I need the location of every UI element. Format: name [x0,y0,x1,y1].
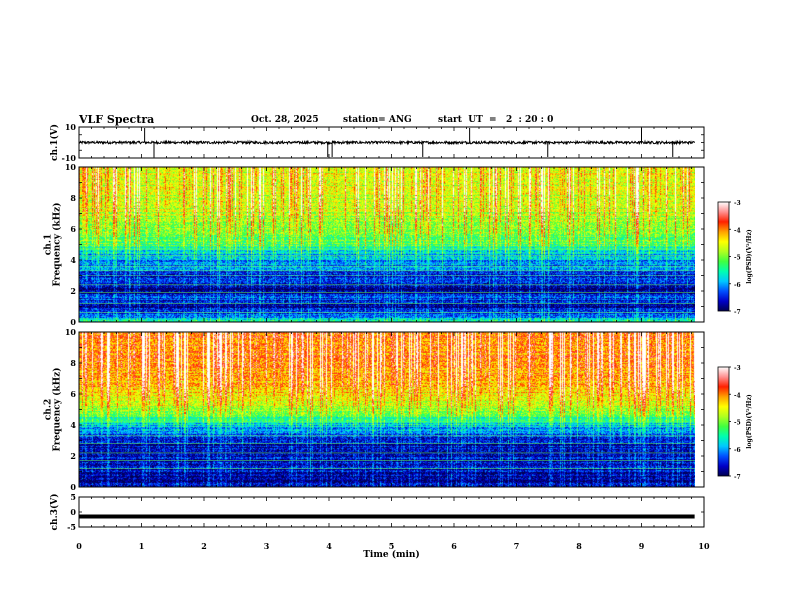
colorbar-label-text: log(PSD)(V²/Hz) [746,229,753,284]
y-axis-label-line: ch.3(V) [49,494,60,531]
x-tick-label: 7 [514,541,520,551]
ch1-colorbar: -3 -4 -5 -6 -7 log(PSD)(V²/Hz) [717,200,753,316]
x-tick-label: 8 [576,541,582,551]
y-tick-label: -5 [67,522,76,532]
date-label: Oct. 28, 2025 [251,115,319,125]
ch2-spectrogram-image [79,332,695,487]
ch2-colorbar-tick: -3 [734,365,741,372]
ch1-spectrogram-panel: 0 2 4 6 8 10 ch.1 Frequency (kHz) [44,162,705,327]
ch3-ylabel: ch.3(V) [49,494,60,531]
station-label: station= ANG [343,115,412,125]
ch1-signal-line [78,139,695,146]
ch2-colorbar-tick: -6 [734,447,741,454]
y-axis-label-line: ch.1(V) [49,124,60,161]
x-tick-label: 0 [76,541,82,551]
ch1-spectrogram-image [79,167,695,322]
ch3-waveform-panel: 5 0 -5 ch.3(V) [49,492,705,532]
y-tick-label: 2 [70,451,76,461]
y-axis-label-line: ch.2 [44,399,54,420]
y-tick-label: -10 [62,153,77,163]
y-tick-label: 10 [65,327,77,337]
x-tick-label: 3 [264,541,270,551]
ch3-frame [78,496,705,528]
ch1-ylabel: ch.1 Frequency (kHz) [44,202,63,286]
y-axis-label-line: ch.1 [44,234,54,255]
y-axis-label-line: Frequency (kHz) [52,367,63,451]
x-axis-label: Time (min) [363,549,420,560]
colorbar-label-text: log(PSD)(V²/Hz) [746,394,753,449]
x-tick-label: 2 [201,541,207,551]
ch2-colorbar-label: log(PSD)(V²/Hz) [746,394,753,449]
y-tick-label: 6 [70,224,76,234]
ch2-ylabel: ch.2 Frequency (kHz) [44,367,63,451]
ch1-colorbar-label: log(PSD)(V²/Hz) [746,229,753,284]
ch2-colorbar-tick: -5 [734,420,741,427]
ch2-colorbar: -3 -4 -5 -6 -7 log(PSD)(V²/Hz) [717,365,753,481]
y-tick-label: 0 [70,482,76,492]
ch1-colorbar-tick: -3 [734,200,741,207]
ch2-colorbar-tick: -4 [734,392,741,399]
ch1-colorbar-tick: -6 [734,282,741,289]
y-tick-label: 5 [70,492,76,502]
ch2-colorbar-scale [717,366,730,477]
start-ut-label: start UT = 2 : 20 : 0 [438,115,554,125]
x-tick-label: 9 [639,541,645,551]
ch1-colorbar-tick: -7 [734,309,741,316]
y-tick-label: 0 [70,317,76,327]
x-tick-label: 10 [698,541,710,551]
x-tick-label: 6 [451,541,457,551]
x-tick-label: 5 [389,541,395,551]
y-tick-label: 6 [70,389,76,399]
y-tick-label: 4 [70,255,76,265]
ch1-colorbar-tick: -4 [734,227,741,234]
y-axis-label-line: Frequency (kHz) [52,202,63,286]
ch2-colorbar-tick: -7 [734,474,741,481]
ch1-colorbar-tick: -5 [734,255,741,262]
ch1-colorbar-scale [717,201,730,312]
chart-title: VLF Spectra [79,113,155,126]
y-tick-label: 4 [70,420,76,430]
y-tick-label: 10 [65,162,77,172]
y-tick-label: 8 [70,193,76,203]
y-tick-label: 0 [70,507,76,517]
time-axis: 0 1 2 3 4 5 6 7 8 9 10 Time (min) [76,541,710,560]
x-tick-label: 4 [326,541,332,551]
ch1-ylabel: ch.1(V) [49,124,60,161]
y-tick-label: 10 [65,122,77,132]
ch2-spectrogram-panel: 0 2 4 6 8 10 ch.2 Frequency (kHz) [44,327,705,492]
y-tick-label: 2 [70,286,76,296]
x-tick-label: 1 [139,541,145,551]
y-tick-label: 8 [70,358,76,368]
